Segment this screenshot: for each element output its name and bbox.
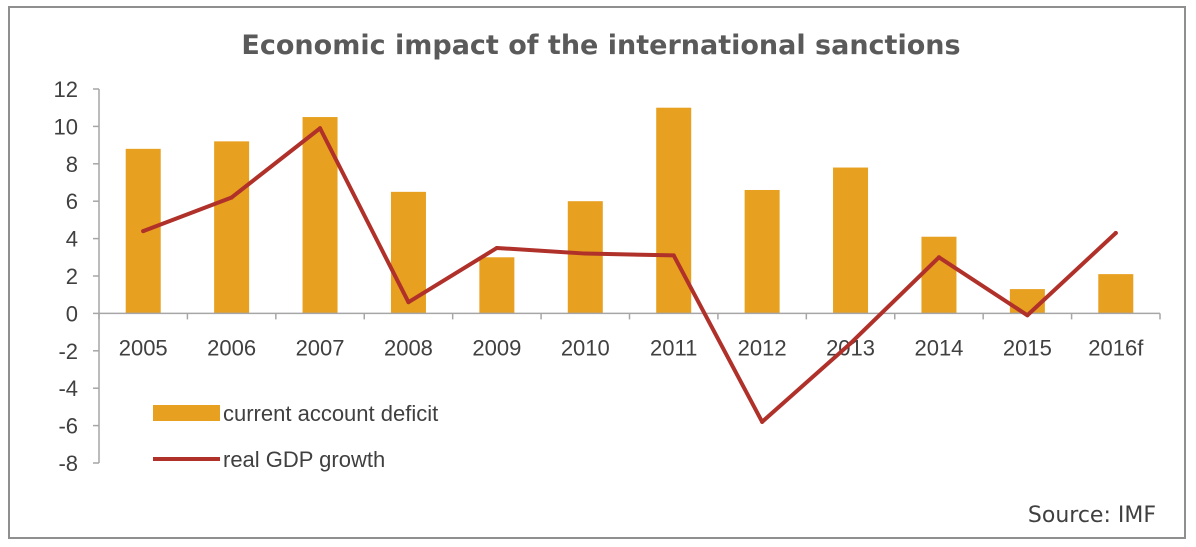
x-tick-label: 2008 — [384, 335, 433, 360]
bar — [744, 189, 780, 314]
y-axis: 12 10 8 6 4 2 0 -2 -4 -6 -8 — [54, 77, 100, 476]
line-point — [494, 245, 499, 250]
x-tick-label: 2012 — [738, 335, 787, 360]
y-tick-label: -2 — [58, 339, 78, 364]
chart-frame: Economic impact of the international san… — [8, 6, 1186, 539]
bar-series — [125, 107, 1134, 314]
y-tick-label: -8 — [58, 451, 78, 476]
legend-label-bar: current account deficit — [223, 401, 438, 426]
y-tick-label: 0 — [66, 301, 78, 326]
line-point — [406, 300, 411, 305]
y-tick-label: 8 — [66, 152, 78, 177]
line-point — [141, 229, 146, 234]
bar — [567, 201, 603, 314]
line-point — [229, 195, 234, 200]
x-tick-label: 2016f — [1088, 335, 1144, 360]
x-tick-label: 2010 — [561, 335, 610, 360]
x-tick-label: 2011 — [650, 335, 697, 360]
chart-canvas: Economic impact of the international san… — [54, 30, 1161, 528]
x-tick-label: 2006 — [207, 335, 256, 360]
bar — [921, 236, 957, 314]
y-tick-label: -4 — [58, 376, 78, 401]
x-tick-label: 2009 — [472, 335, 521, 360]
x-axis: 2005 2006 2007 2008 2009 2010 2011 2012 2013 2014… — [98, 312, 1161, 360]
y-tick-label: 10 — [54, 114, 78, 139]
legend-swatch-bar — [153, 405, 220, 421]
x-tick-label: 2007 — [296, 335, 345, 360]
x-tick-label: 2005 — [119, 335, 168, 360]
line-point — [760, 419, 765, 424]
y-tick-label: 2 — [66, 264, 78, 289]
x-tick-label: 2015 — [1003, 335, 1052, 360]
line-point — [318, 126, 323, 131]
x-tick-label: 2014 — [914, 335, 963, 360]
y-tick-label: 4 — [66, 227, 78, 252]
line-point — [1113, 230, 1118, 235]
legend-label-line: real GDP growth — [223, 447, 385, 472]
line-series — [141, 126, 1118, 424]
line-point — [848, 341, 853, 346]
legend: current account deficit real GDP growth — [153, 401, 438, 472]
source-note: Source: IMF — [1028, 503, 1156, 528]
line-point — [671, 253, 676, 258]
bar — [479, 257, 515, 314]
chart-title: Economic impact of the international san… — [241, 30, 960, 61]
y-tick-label: 12 — [54, 77, 78, 102]
line-point — [583, 251, 588, 256]
gdp-growth-line — [141, 126, 1118, 424]
bar — [1098, 274, 1134, 314]
bar — [302, 117, 338, 314]
line-point — [1025, 313, 1030, 318]
bar — [833, 167, 869, 314]
y-tick-label: 6 — [66, 189, 78, 214]
line-point — [936, 255, 941, 260]
y-tick-label: -6 — [58, 414, 78, 439]
bar — [214, 141, 250, 314]
